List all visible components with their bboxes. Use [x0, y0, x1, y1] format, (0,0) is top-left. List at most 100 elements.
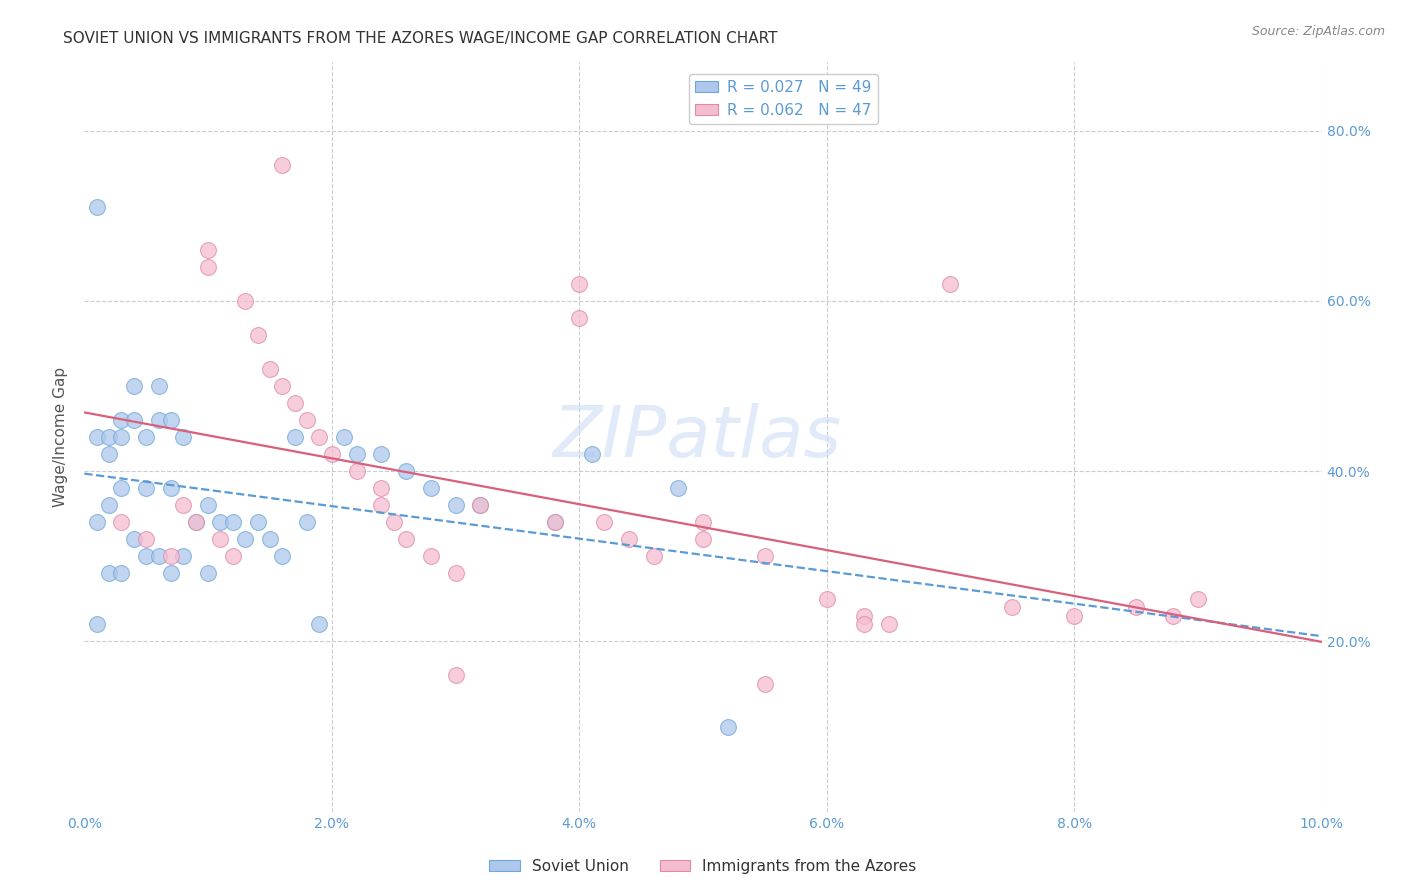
- Point: [172, 498, 194, 512]
- Point: [160, 481, 183, 495]
- Point: [197, 243, 219, 257]
- Point: [184, 515, 207, 529]
- Point: [172, 430, 194, 444]
- Point: [382, 515, 405, 529]
- Point: [233, 533, 256, 547]
- Point: [209, 515, 232, 529]
- Text: Source: ZipAtlas.com: Source: ZipAtlas.com: [1251, 25, 1385, 38]
- Point: [86, 430, 108, 444]
- Point: [110, 515, 132, 529]
- Legend: R = 0.027   N = 49, R = 0.062   N = 47: R = 0.027 N = 49, R = 0.062 N = 47: [689, 74, 877, 124]
- Point: [110, 481, 132, 495]
- Point: [395, 533, 418, 547]
- Point: [370, 498, 392, 512]
- Point: [172, 549, 194, 564]
- Point: [135, 430, 157, 444]
- Point: [209, 533, 232, 547]
- Point: [259, 362, 281, 376]
- Point: [346, 464, 368, 478]
- Point: [308, 617, 330, 632]
- Point: [444, 566, 467, 581]
- Point: [939, 277, 962, 291]
- Point: [593, 515, 616, 529]
- Point: [284, 430, 307, 444]
- Point: [543, 515, 565, 529]
- Point: [271, 158, 294, 172]
- Point: [321, 447, 343, 461]
- Point: [135, 549, 157, 564]
- Point: [419, 549, 441, 564]
- Point: [233, 293, 256, 308]
- Point: [666, 481, 689, 495]
- Point: [246, 515, 269, 529]
- Point: [148, 413, 170, 427]
- Point: [271, 379, 294, 393]
- Point: [98, 430, 121, 444]
- Point: [1187, 591, 1209, 606]
- Point: [543, 515, 565, 529]
- Point: [222, 515, 245, 529]
- Point: [419, 481, 441, 495]
- Point: [308, 430, 330, 444]
- Point: [370, 481, 392, 495]
- Point: [135, 481, 157, 495]
- Point: [197, 260, 219, 274]
- Point: [197, 566, 219, 581]
- Point: [86, 200, 108, 214]
- Point: [1063, 608, 1085, 623]
- Point: [852, 608, 875, 623]
- Point: [568, 277, 591, 291]
- Point: [148, 379, 170, 393]
- Point: [98, 447, 121, 461]
- Point: [444, 498, 467, 512]
- Point: [692, 515, 714, 529]
- Point: [122, 413, 145, 427]
- Point: [692, 533, 714, 547]
- Point: [160, 413, 183, 427]
- Point: [1125, 600, 1147, 615]
- Point: [754, 549, 776, 564]
- Legend: Soviet Union, Immigrants from the Azores: Soviet Union, Immigrants from the Azores: [484, 853, 922, 880]
- Point: [110, 566, 132, 581]
- Point: [246, 327, 269, 342]
- Point: [122, 379, 145, 393]
- Point: [470, 498, 492, 512]
- Point: [643, 549, 665, 564]
- Point: [754, 677, 776, 691]
- Text: SOVIET UNION VS IMMIGRANTS FROM THE AZORES WAGE/INCOME GAP CORRELATION CHART: SOVIET UNION VS IMMIGRANTS FROM THE AZOR…: [63, 31, 778, 46]
- Point: [110, 430, 132, 444]
- Point: [160, 566, 183, 581]
- Point: [86, 515, 108, 529]
- Point: [581, 447, 603, 461]
- Point: [284, 396, 307, 410]
- Point: [148, 549, 170, 564]
- Point: [1001, 600, 1024, 615]
- Point: [370, 447, 392, 461]
- Point: [110, 413, 132, 427]
- Point: [395, 464, 418, 478]
- Point: [259, 533, 281, 547]
- Text: ZIPatlas: ZIPatlas: [553, 402, 841, 472]
- Point: [333, 430, 356, 444]
- Point: [197, 498, 219, 512]
- Point: [222, 549, 245, 564]
- Point: [295, 413, 318, 427]
- Point: [160, 549, 183, 564]
- Point: [717, 720, 740, 734]
- Y-axis label: Wage/Income Gap: Wage/Income Gap: [53, 367, 69, 508]
- Point: [122, 533, 145, 547]
- Point: [852, 617, 875, 632]
- Point: [98, 566, 121, 581]
- Point: [568, 310, 591, 325]
- Point: [271, 549, 294, 564]
- Point: [815, 591, 838, 606]
- Point: [470, 498, 492, 512]
- Point: [86, 617, 108, 632]
- Point: [346, 447, 368, 461]
- Point: [444, 668, 467, 682]
- Point: [877, 617, 900, 632]
- Point: [617, 533, 640, 547]
- Point: [184, 515, 207, 529]
- Point: [295, 515, 318, 529]
- Point: [98, 498, 121, 512]
